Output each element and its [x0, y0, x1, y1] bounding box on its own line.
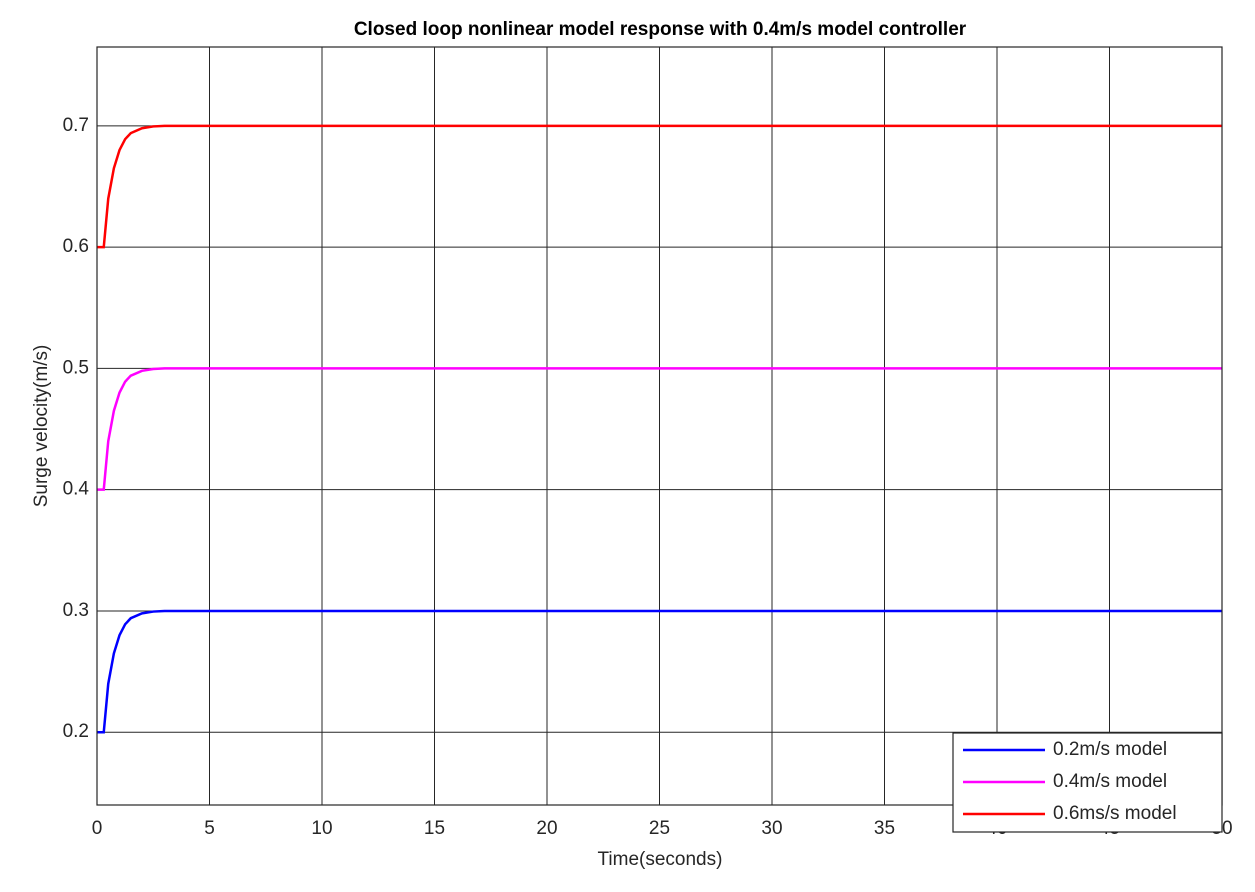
- legend-label: 0.6ms/s model: [1053, 803, 1177, 824]
- data-line: [97, 609, 1222, 734]
- y-tick-label: 0.7: [63, 115, 89, 136]
- y-tick-label: 0.3: [63, 600, 89, 621]
- y-axis-label: Surge velocity(m/s): [31, 345, 52, 508]
- y-tick-label: 0.6: [63, 236, 89, 257]
- y-tick-label: 0.4: [63, 479, 90, 500]
- x-tick-label: 15: [424, 818, 445, 839]
- x-tick-label: 30: [761, 818, 782, 839]
- y-tick-label: 0.2: [63, 721, 89, 742]
- x-tick-label: 10: [311, 818, 332, 839]
- data-line: [97, 124, 1222, 249]
- x-tick-label: 35: [874, 818, 895, 839]
- chart-title: Closed loop nonlinear model response wit…: [354, 19, 967, 40]
- x-axis-label: Time(seconds): [598, 849, 723, 870]
- legend-label: 0.2m/s model: [1053, 739, 1167, 760]
- plot-frame: [96, 46, 1223, 806]
- x-tick-label: 5: [204, 818, 215, 839]
- x-tick-label: 0: [92, 818, 103, 839]
- legend-label: 0.4m/s model: [1053, 771, 1167, 792]
- y-tick-label: 0.5: [63, 357, 89, 378]
- x-tick-label: 25: [649, 818, 670, 839]
- data-line: [97, 367, 1222, 491]
- x-tick-label: 20: [536, 818, 557, 839]
